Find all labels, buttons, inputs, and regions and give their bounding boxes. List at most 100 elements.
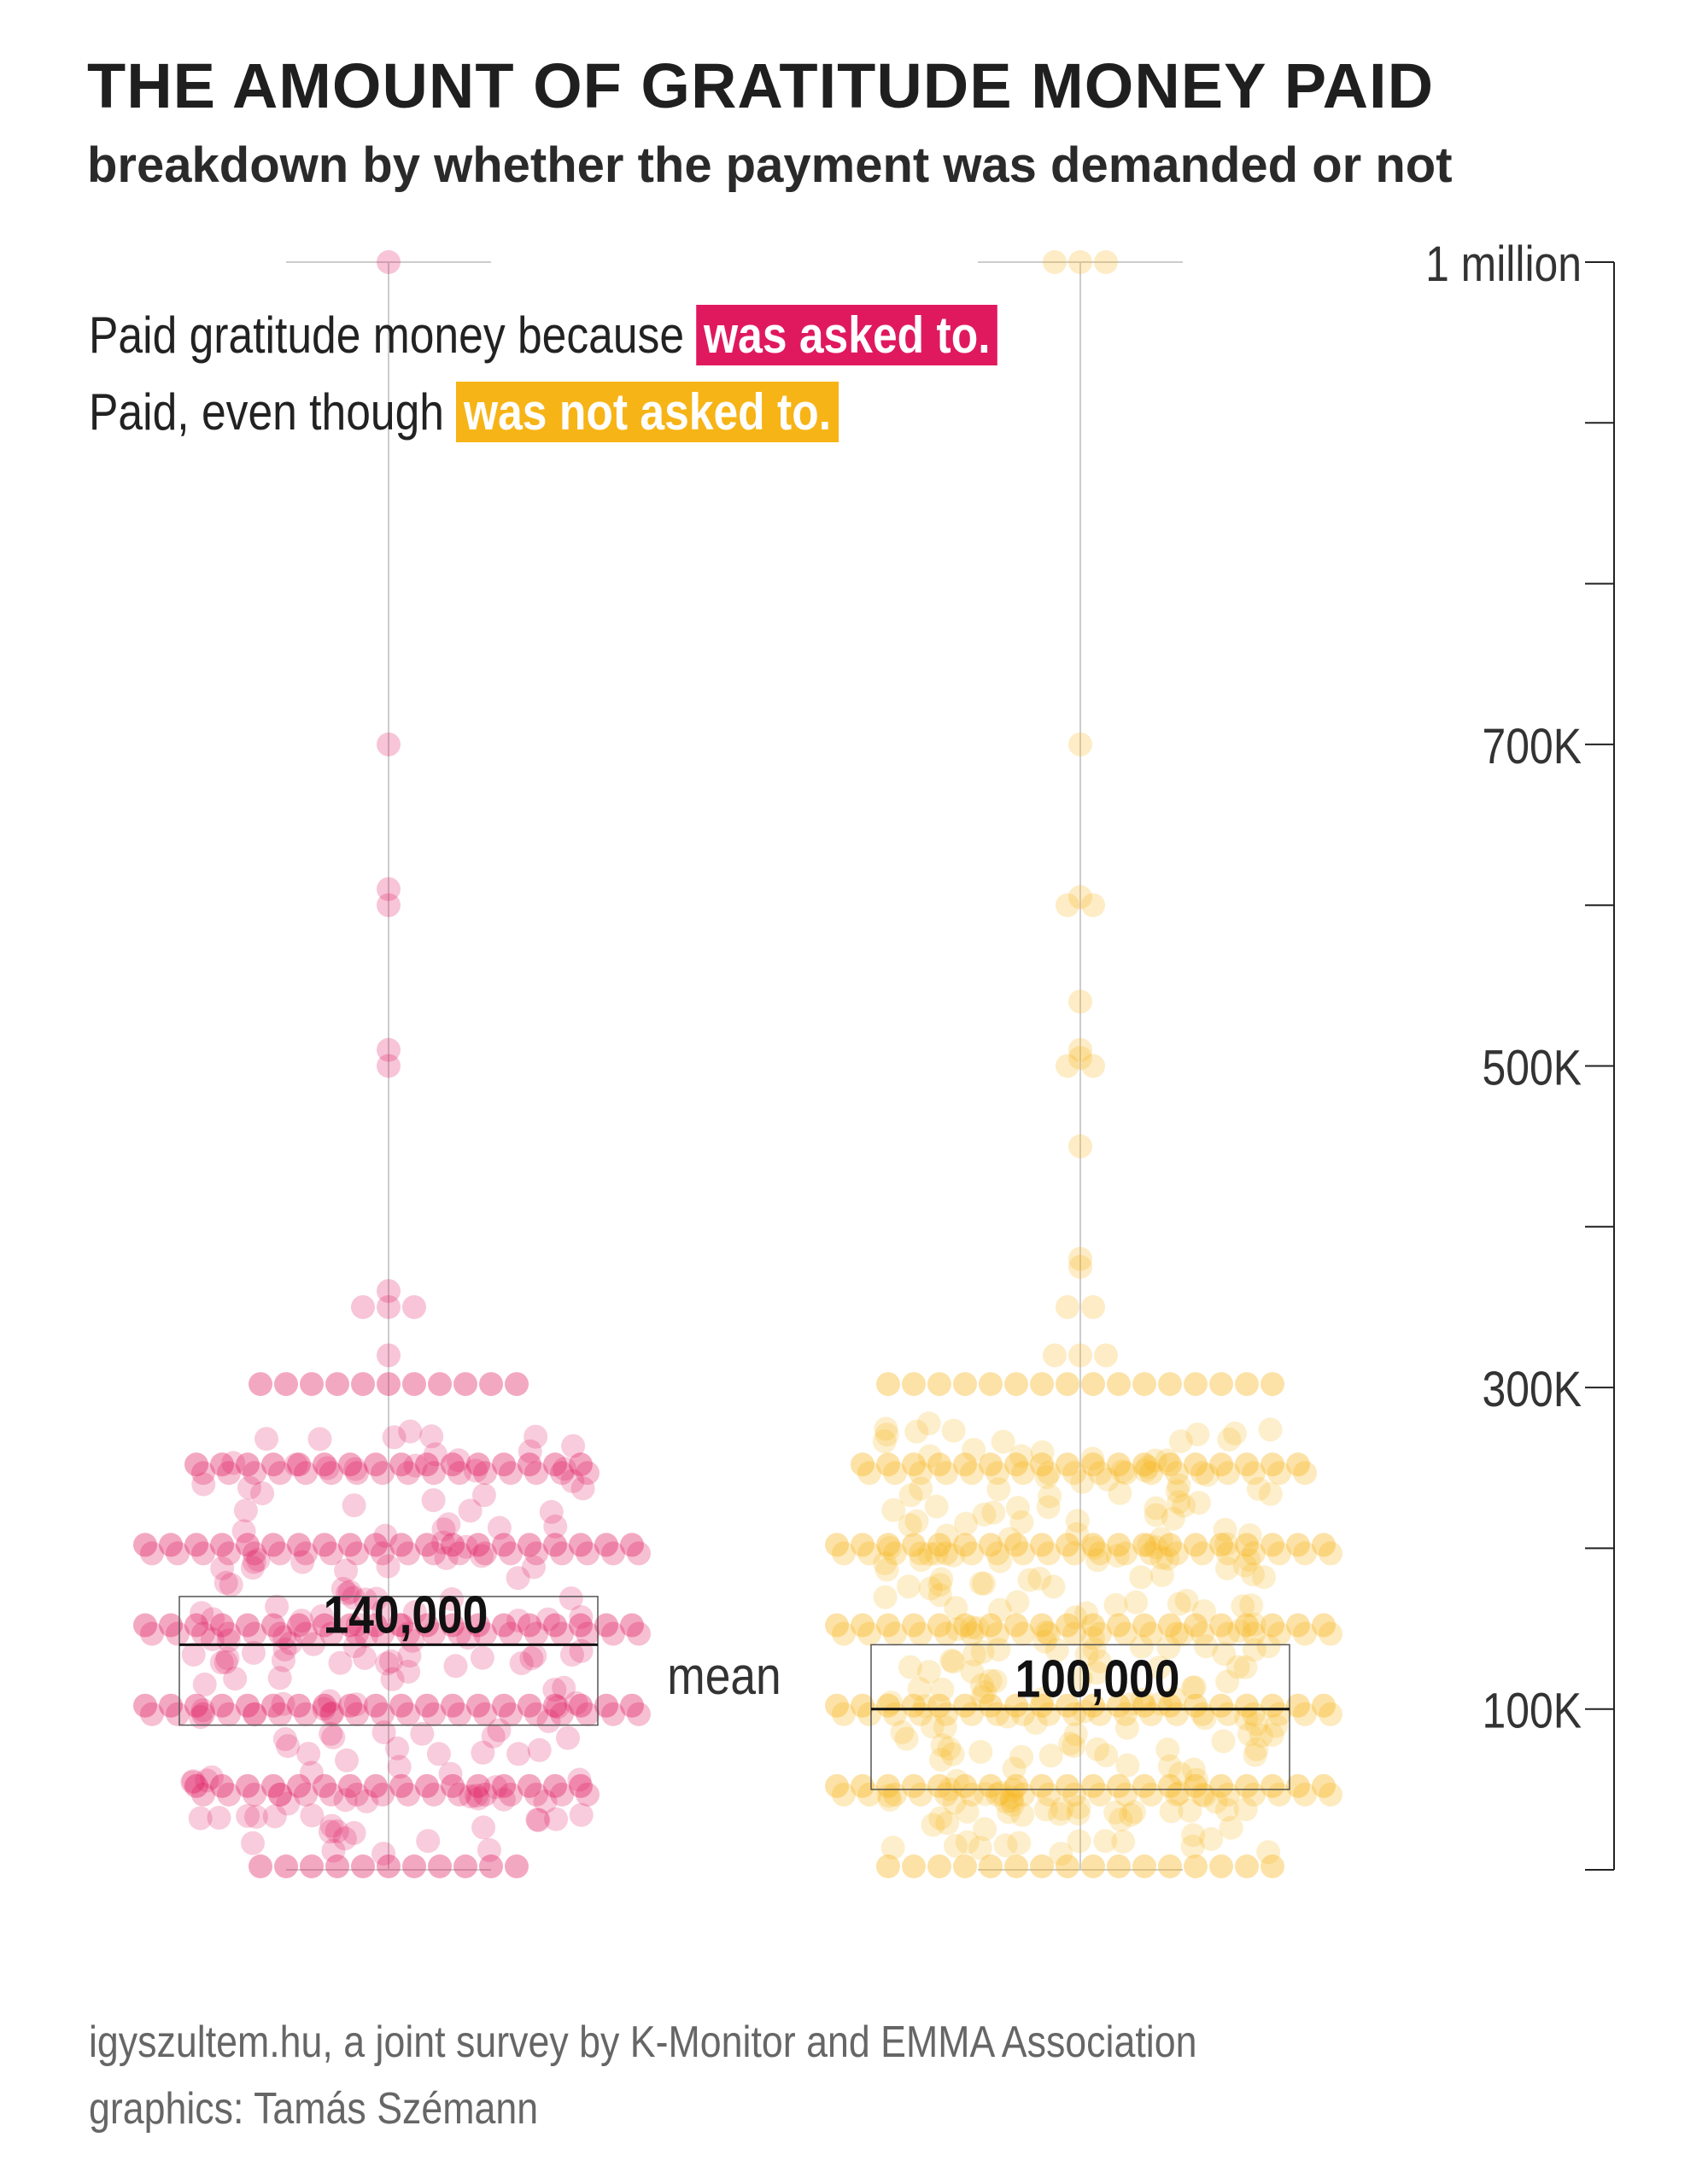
data-point <box>1209 1693 1233 1718</box>
data-point <box>483 1775 508 1800</box>
data-point <box>979 1773 1003 1798</box>
data-point <box>428 1372 452 1397</box>
data-point <box>473 1541 497 1566</box>
data-point <box>1103 1801 1128 1825</box>
data-point <box>968 1739 993 1764</box>
data-point <box>1065 1521 1090 1546</box>
data-point <box>1034 1465 1059 1490</box>
data-point <box>1149 1527 1173 1551</box>
data-point <box>466 1613 490 1638</box>
data-point <box>559 1586 583 1611</box>
data-point <box>287 1693 311 1718</box>
data-point <box>953 1452 977 1477</box>
data-point <box>401 1628 424 1653</box>
data-point <box>133 1613 157 1638</box>
data-point <box>909 1541 933 1566</box>
data-point <box>1011 1621 1035 1646</box>
data-point <box>620 1613 644 1638</box>
data-point <box>1088 1782 1112 1807</box>
data-point <box>832 1782 856 1807</box>
data-point <box>1165 1461 1189 1486</box>
data-point <box>278 1631 303 1656</box>
data-point <box>217 1702 241 1726</box>
data-point <box>364 1773 388 1798</box>
data-point <box>1137 1533 1161 1557</box>
data-point <box>986 1461 1009 1486</box>
data-point <box>447 1621 471 1646</box>
data-point <box>1261 1613 1284 1638</box>
data-point <box>190 1601 214 1626</box>
data-point <box>195 1768 219 1793</box>
data-point <box>1081 1693 1105 1718</box>
data-point <box>466 1786 491 1811</box>
data-point <box>1286 1452 1310 1477</box>
data-point <box>246 1548 271 1572</box>
data-point <box>927 1452 951 1477</box>
data-point <box>832 1702 856 1726</box>
data-point <box>343 1692 368 1717</box>
data-point <box>876 1773 900 1798</box>
data-point <box>337 1580 362 1604</box>
data-point <box>466 1452 490 1477</box>
data-point <box>473 1461 497 1486</box>
data-point <box>526 1807 551 1832</box>
data-point <box>518 1693 541 1718</box>
data-point <box>236 1803 260 1828</box>
data-point <box>986 1782 1009 1807</box>
data-point <box>1209 1372 1233 1397</box>
data-point <box>929 1748 953 1772</box>
data-point <box>319 1813 344 1838</box>
data-point <box>902 1533 926 1557</box>
data-point <box>421 1488 446 1513</box>
data-point <box>953 1533 977 1557</box>
data-point <box>1180 1675 1205 1700</box>
outlier-point <box>1043 250 1067 274</box>
data-point <box>1037 1461 1061 1486</box>
data-point <box>241 1831 265 1855</box>
data-point <box>1184 1854 1208 1878</box>
data-point <box>959 1615 984 1640</box>
data-point <box>1184 1693 1208 1718</box>
data-point <box>1030 1440 1055 1464</box>
data-point <box>569 1693 593 1718</box>
data-point <box>993 1833 1018 1858</box>
data-point <box>1009 1510 1034 1534</box>
data-point <box>1065 1509 1090 1533</box>
data-point <box>1191 1599 1216 1624</box>
data-point <box>342 1634 367 1659</box>
data-point <box>330 1577 355 1601</box>
data-point <box>524 1702 548 1726</box>
data-point <box>431 1517 456 1542</box>
data-point <box>447 1702 471 1726</box>
data-point <box>371 1842 396 1866</box>
data-point <box>415 1613 439 1638</box>
data-point <box>1180 1834 1205 1859</box>
data-point <box>1167 1591 1191 1616</box>
outlier-point <box>1094 1343 1118 1368</box>
data-point <box>979 1613 1003 1638</box>
data-point <box>876 1854 900 1878</box>
data-point <box>402 1854 426 1878</box>
data-point <box>904 1509 929 1533</box>
data-point <box>328 1650 353 1675</box>
data-point <box>883 1782 907 1807</box>
data-point <box>1235 1533 1259 1557</box>
outlier-point <box>1068 1254 1092 1279</box>
data-point <box>1063 1605 1088 1630</box>
data-point <box>492 1452 516 1477</box>
outlier-point <box>1081 1294 1105 1319</box>
data-point <box>371 1621 395 1646</box>
data-point <box>857 1782 881 1807</box>
data-point <box>979 1533 1003 1557</box>
data-point <box>1165 1621 1189 1646</box>
data-point <box>342 1585 366 1610</box>
data-point <box>423 1442 447 1467</box>
data-point <box>180 1770 205 1795</box>
data-point <box>1223 1422 1247 1445</box>
data-point <box>1184 1452 1208 1477</box>
data-point <box>249 1372 272 1397</box>
data-point <box>1062 1734 1086 1759</box>
data-point <box>569 1533 593 1557</box>
data-point <box>300 1854 324 1878</box>
data-point <box>415 1533 439 1557</box>
